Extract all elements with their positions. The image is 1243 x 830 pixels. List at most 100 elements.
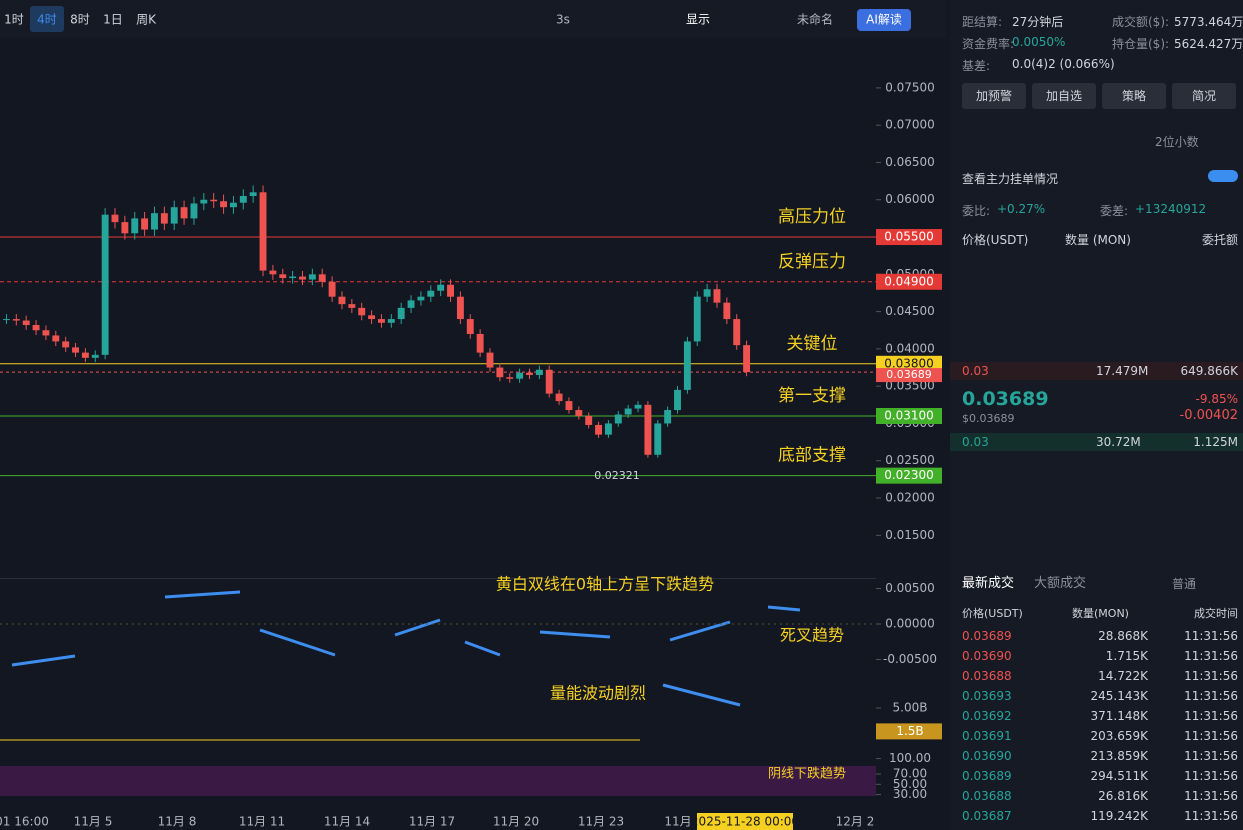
stat-value: 5773.464万 bbox=[1174, 15, 1243, 29]
level-box bbox=[876, 355, 942, 372]
candle bbox=[506, 377, 514, 379]
display[interactable]: 显示 bbox=[686, 13, 710, 27]
macd-note: 黄白双线在0轴上方呈下跌趋势 bbox=[496, 575, 714, 594]
interval[interactable]: 8时 bbox=[70, 13, 90, 27]
x-label: 11月 5 bbox=[74, 815, 113, 829]
book-header: 数量 (MON) bbox=[1065, 233, 1131, 247]
stat-label: 持仓量($): bbox=[1112, 37, 1170, 51]
stat-value: 27分钟后 bbox=[1012, 15, 1064, 29]
diff-label: 委差: bbox=[1100, 204, 1129, 218]
candle bbox=[160, 213, 168, 224]
candle bbox=[318, 274, 326, 282]
volume-note: 量能波动剧烈 bbox=[550, 684, 646, 703]
trade-cell: 11:31:56 bbox=[1184, 669, 1238, 683]
filter[interactable]: 普通 bbox=[1172, 577, 1197, 591]
bid-bg bbox=[950, 433, 1243, 451]
toggle[interactable] bbox=[1208, 170, 1238, 182]
candle bbox=[437, 284, 445, 291]
ask: 649.866K bbox=[1180, 364, 1239, 378]
interval[interactable]: 1时 bbox=[4, 13, 24, 27]
y-tick-label: 0.03500 bbox=[885, 379, 935, 393]
ai-label: AI解读 bbox=[866, 13, 902, 27]
candle bbox=[614, 414, 622, 424]
ratio: +0.27% bbox=[997, 202, 1046, 216]
button[interactable]: 简况 bbox=[1172, 83, 1236, 109]
stat-label: 成交额($): bbox=[1112, 15, 1170, 29]
sep bbox=[0, 578, 876, 579]
stat-label: 资金费率: bbox=[962, 37, 1015, 51]
trade-cell: 294.511K bbox=[1090, 769, 1149, 783]
volume-current: 1.5B bbox=[896, 724, 923, 738]
stat-label: 距结算: bbox=[962, 15, 1003, 29]
candle bbox=[141, 218, 149, 230]
candle bbox=[526, 372, 533, 375]
candle bbox=[693, 296, 701, 342]
trade-cell: 213.859K bbox=[1090, 749, 1149, 763]
candle bbox=[713, 289, 721, 303]
x-label: 11月 17 bbox=[409, 815, 455, 829]
candle bbox=[338, 296, 346, 305]
layout-name[interactable]: 未命名 bbox=[797, 12, 833, 27]
current-label: 0.03689 bbox=[886, 368, 932, 381]
trade-cell: 0.03692 bbox=[962, 709, 1012, 723]
candle bbox=[328, 281, 336, 297]
candle bbox=[664, 410, 672, 424]
candle bbox=[180, 207, 188, 219]
trade-cell: 11:31:56 bbox=[1184, 769, 1238, 783]
ask: 0.03 bbox=[962, 364, 989, 378]
bid: 0.03 bbox=[962, 435, 989, 449]
trade-cell: 11:31:56 bbox=[1184, 689, 1238, 703]
candle bbox=[407, 300, 415, 308]
candle bbox=[12, 319, 20, 321]
level-name: 第一支撑 bbox=[778, 386, 846, 406]
decimals[interactable]: 2位小数 bbox=[1155, 135, 1199, 149]
last-usd: $0.03689 bbox=[962, 412, 1015, 425]
candle bbox=[200, 199, 208, 204]
low-label: 0.02321 bbox=[594, 469, 640, 482]
x-label: 11月 bbox=[664, 815, 691, 829]
ask: 17.479M bbox=[1096, 364, 1149, 378]
tab-latest[interactable]: 最新成交 bbox=[962, 576, 1015, 591]
candle bbox=[456, 296, 464, 320]
level-label: 0.04900 bbox=[884, 274, 934, 288]
candle bbox=[723, 302, 731, 320]
diff: +13240912 bbox=[1135, 202, 1207, 216]
trade-cell: 245.143K bbox=[1090, 689, 1149, 703]
trade-cell: 11:31:56 bbox=[1184, 709, 1238, 723]
trade-cell: 11:31:56 bbox=[1184, 629, 1238, 643]
candle bbox=[387, 319, 395, 323]
level-name: 关键位 bbox=[787, 334, 838, 354]
interval[interactable]: 周K bbox=[136, 13, 157, 27]
button[interactable]: 策略 bbox=[1102, 83, 1166, 109]
orders-link[interactable]: 查看主力挂单情况 bbox=[962, 172, 1059, 186]
trade-cell: 119.242K bbox=[1090, 809, 1149, 823]
trade-header: 价格(USDT) bbox=[962, 607, 1023, 620]
y-tick-label: 0.06500 bbox=[885, 155, 935, 169]
book-header: 价格(USDT) bbox=[962, 233, 1029, 247]
candle bbox=[545, 369, 553, 394]
rsi-band bbox=[0, 766, 876, 796]
button[interactable]: 加自选 bbox=[1032, 83, 1096, 109]
refresh[interactable]: 3s bbox=[556, 13, 570, 27]
button[interactable]: 加预警 bbox=[962, 83, 1026, 109]
trade-cell: 0.03691 bbox=[962, 729, 1012, 743]
y-tick-label: 0.04500 bbox=[885, 304, 935, 318]
level-box bbox=[876, 467, 942, 484]
candle bbox=[3, 319, 10, 321]
candle bbox=[190, 203, 198, 219]
tab-large[interactable]: 大额成交 bbox=[1034, 576, 1087, 591]
ai-btn[interactable] bbox=[857, 9, 911, 31]
x-label: 11月 20 bbox=[493, 815, 539, 829]
candle bbox=[595, 424, 603, 435]
interval[interactable]: 1日 bbox=[103, 13, 123, 27]
candle bbox=[703, 289, 711, 297]
trade-cell: 11:31:56 bbox=[1184, 749, 1238, 763]
x-label: 11月 11 bbox=[239, 815, 285, 829]
interval[interactable]: 4时 bbox=[37, 13, 57, 27]
level-label: 0.03800 bbox=[884, 356, 934, 370]
macd-tick-label: 0.00000 bbox=[885, 617, 935, 631]
trade-cell: 11:31:56 bbox=[1184, 789, 1238, 803]
candle bbox=[535, 369, 543, 375]
candle bbox=[62, 341, 70, 348]
